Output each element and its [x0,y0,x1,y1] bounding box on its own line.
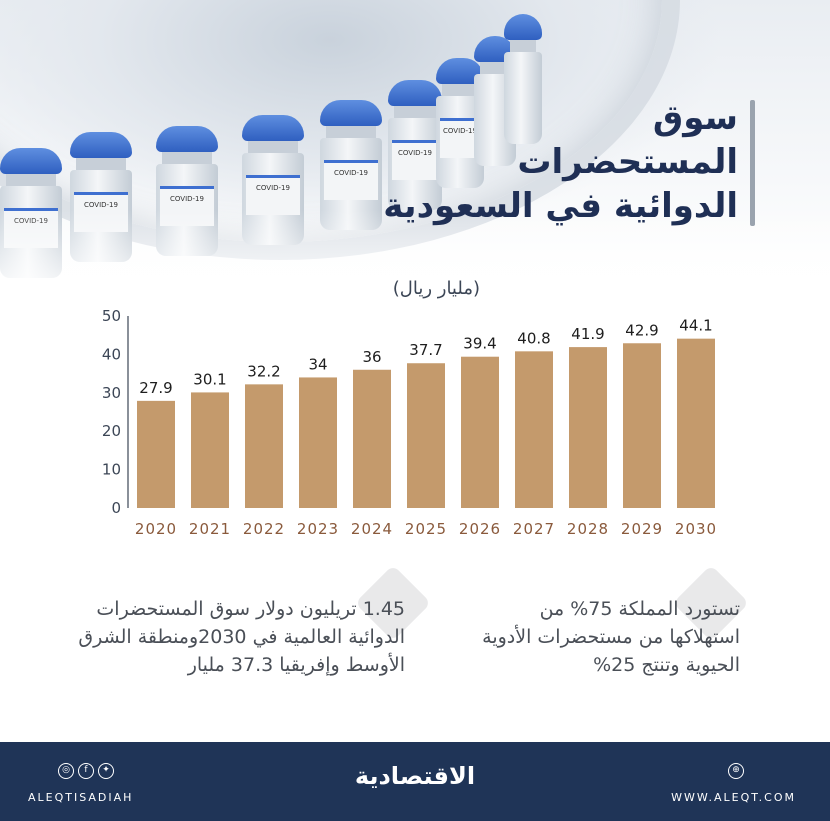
y-tick-label: 40 [102,345,121,363]
footer: ◎ f ✦ ALEQTISADIAH الاقتصادية ⊕ WWW.ALEQ… [0,742,830,821]
x-tick-label-2024: 2024 [351,520,393,538]
x-tick-label-2025: 2025 [405,520,447,538]
bar-2028 [569,347,607,508]
bar-2020 [137,400,175,508]
y-tick-label: 50 [102,307,121,325]
y-tick-label: 20 [102,422,121,440]
x-tick-label-2022: 2022 [243,520,285,538]
brand-logo: الاقتصادية [354,762,476,790]
note-global-market: 1.45 تريليون دولار سوق المستحضرات الدوائ… [78,598,405,676]
instagram-icon[interactable]: ◎ [58,763,74,779]
bar-2025 [407,363,445,508]
data-label-2029: 42.9 [625,321,658,339]
page-title: سوق المستحضرات الدوائية في السعودية [318,96,738,228]
bar-2030 [677,338,715,508]
data-label-2028: 41.9 [571,325,604,343]
y-tick-label: 30 [102,384,121,402]
x-tick-label-2029: 2029 [621,520,663,538]
website-link[interactable]: WWW.ALEQT.COM [671,791,796,804]
title-line: الدوائية في السعودية [383,186,738,226]
data-label-2026: 39.4 [463,335,496,353]
data-label-2030: 44.1 [679,317,712,335]
title-line: المستحضرات [517,142,738,182]
title-line: سوق [652,98,738,138]
bar-2027 [515,351,553,508]
bar-2024 [353,369,391,508]
globe-icon[interactable]: ⊕ [728,763,744,779]
data-label-2024: 36 [362,348,381,366]
bar-2022 [245,384,283,508]
vial-graphic [504,14,542,144]
x-tick-label-2026: 2026 [459,520,501,538]
vial-graphic: COVID-19 [388,80,442,210]
x-tick-label-2023: 2023 [297,520,339,538]
bar-2026 [461,356,499,508]
x-tick-label-2028: 2028 [567,520,609,538]
y-tick-label: 10 [102,461,121,479]
x-tick-label-2027: 2027 [513,520,555,538]
data-label-2021: 30.1 [193,370,226,388]
data-label-2027: 40.8 [517,329,550,347]
hero-image: COVID-19 COVID-19 COVID-19 COVID-19 COVI… [0,0,830,300]
data-label-2022: 32.2 [247,362,280,380]
bar-2023 [299,377,337,508]
x-tick-label-2021: 2021 [189,520,231,538]
social-icons: ◎ f ✦ [58,763,114,779]
twitter-icon[interactable]: ✦ [98,763,114,779]
x-tick-label-2030: 2030 [675,520,717,538]
data-label-2020: 27.9 [139,379,172,397]
facebook-icon[interactable]: f [78,763,94,779]
social-handle[interactable]: ALEQTISADIAH [28,791,134,804]
hero-fade [0,210,830,300]
data-label-2023: 34 [308,355,327,373]
y-tick-label: 0 [111,499,121,517]
title-accent-bar [750,100,755,226]
bar-2021 [191,392,229,508]
x-tick-label-2020: 2020 [135,520,177,538]
unit-label: (مليار ريال) [392,278,480,299]
data-label-2025: 37.7 [409,341,442,359]
note-imports: تستورد المملكة 75% من استهلاكها من مستحض… [482,598,740,676]
bar-2029 [623,343,661,508]
